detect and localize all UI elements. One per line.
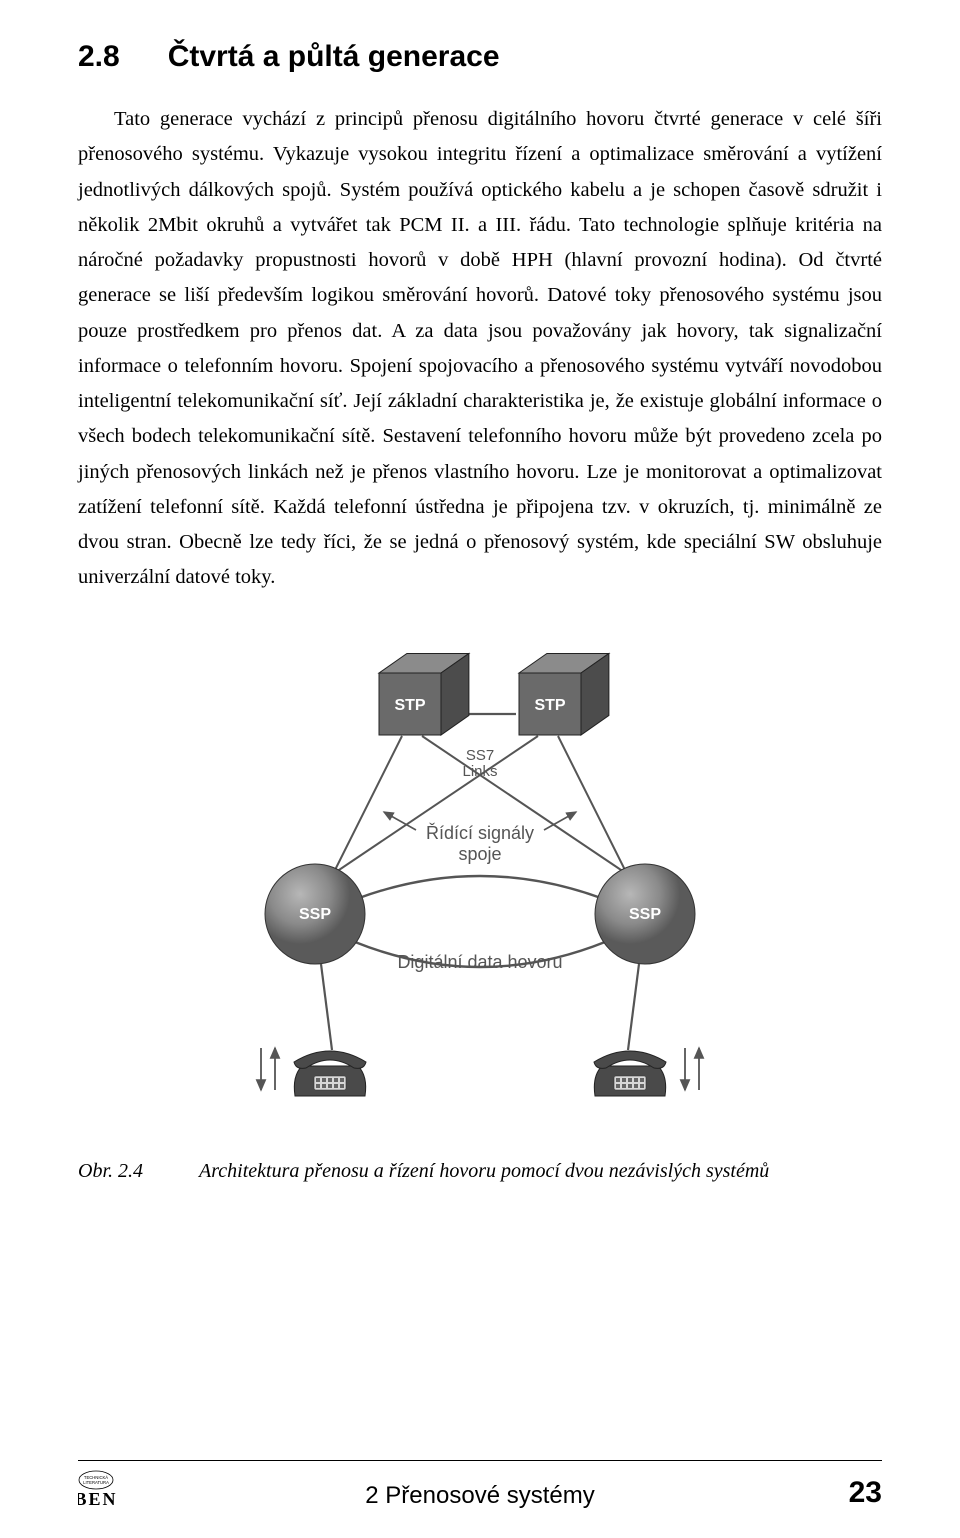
svg-text:STP: STP [534, 697, 565, 714]
svg-text:LITERATURA: LITERATURA [83, 1480, 109, 1485]
svg-text:STP: STP [394, 697, 425, 714]
footer-rule [78, 1460, 882, 1461]
caption-text: Architektura přenosu a řízení hovoru pom… [199, 1160, 769, 1183]
svg-text:SS7: SS7 [466, 747, 494, 764]
section-title: Čtvrtá a půltá generace [168, 40, 500, 74]
footer-chapter: 2 Přenosové systémy [365, 1482, 594, 1510]
svg-text:BEN: BEN [78, 1489, 118, 1509]
body-paragraph: Tato generace vychází z principů přenosu… [78, 102, 882, 596]
svg-text:SSP: SSP [629, 906, 661, 923]
figure-diagram: SS7Links STP STP Řídící signályspoje Digitál… [78, 634, 882, 1124]
svg-text:spoje: spoje [458, 844, 501, 864]
page-footer: TECHNICKÁ LITERATURA BEN 2 Přenosové sys… [0, 1470, 960, 1510]
svg-text:Digitální data hovoru: Digitální data hovoru [397, 952, 562, 972]
svg-text:Řídící signály: Řídící signály [426, 823, 534, 843]
ben-logo-icon: TECHNICKÁ LITERATURA BEN [78, 1470, 148, 1510]
page-number: 23 [849, 1476, 882, 1510]
section-number: 2.8 [78, 40, 120, 74]
publisher-logo: TECHNICKÁ LITERATURA BEN [78, 1470, 148, 1510]
caption-label: Obr. 2.4 [78, 1160, 143, 1183]
svg-text:Links: Links [462, 763, 497, 780]
section-heading: 2.8 Čtvrtá a půltá generace [78, 40, 882, 74]
figure-caption: Obr. 2.4 Architektura přenosu a řízení h… [78, 1160, 882, 1183]
network-diagram: SS7Links STP STP Řídící signályspoje Digitál… [220, 634, 740, 1124]
svg-text:SSP: SSP [299, 906, 331, 923]
